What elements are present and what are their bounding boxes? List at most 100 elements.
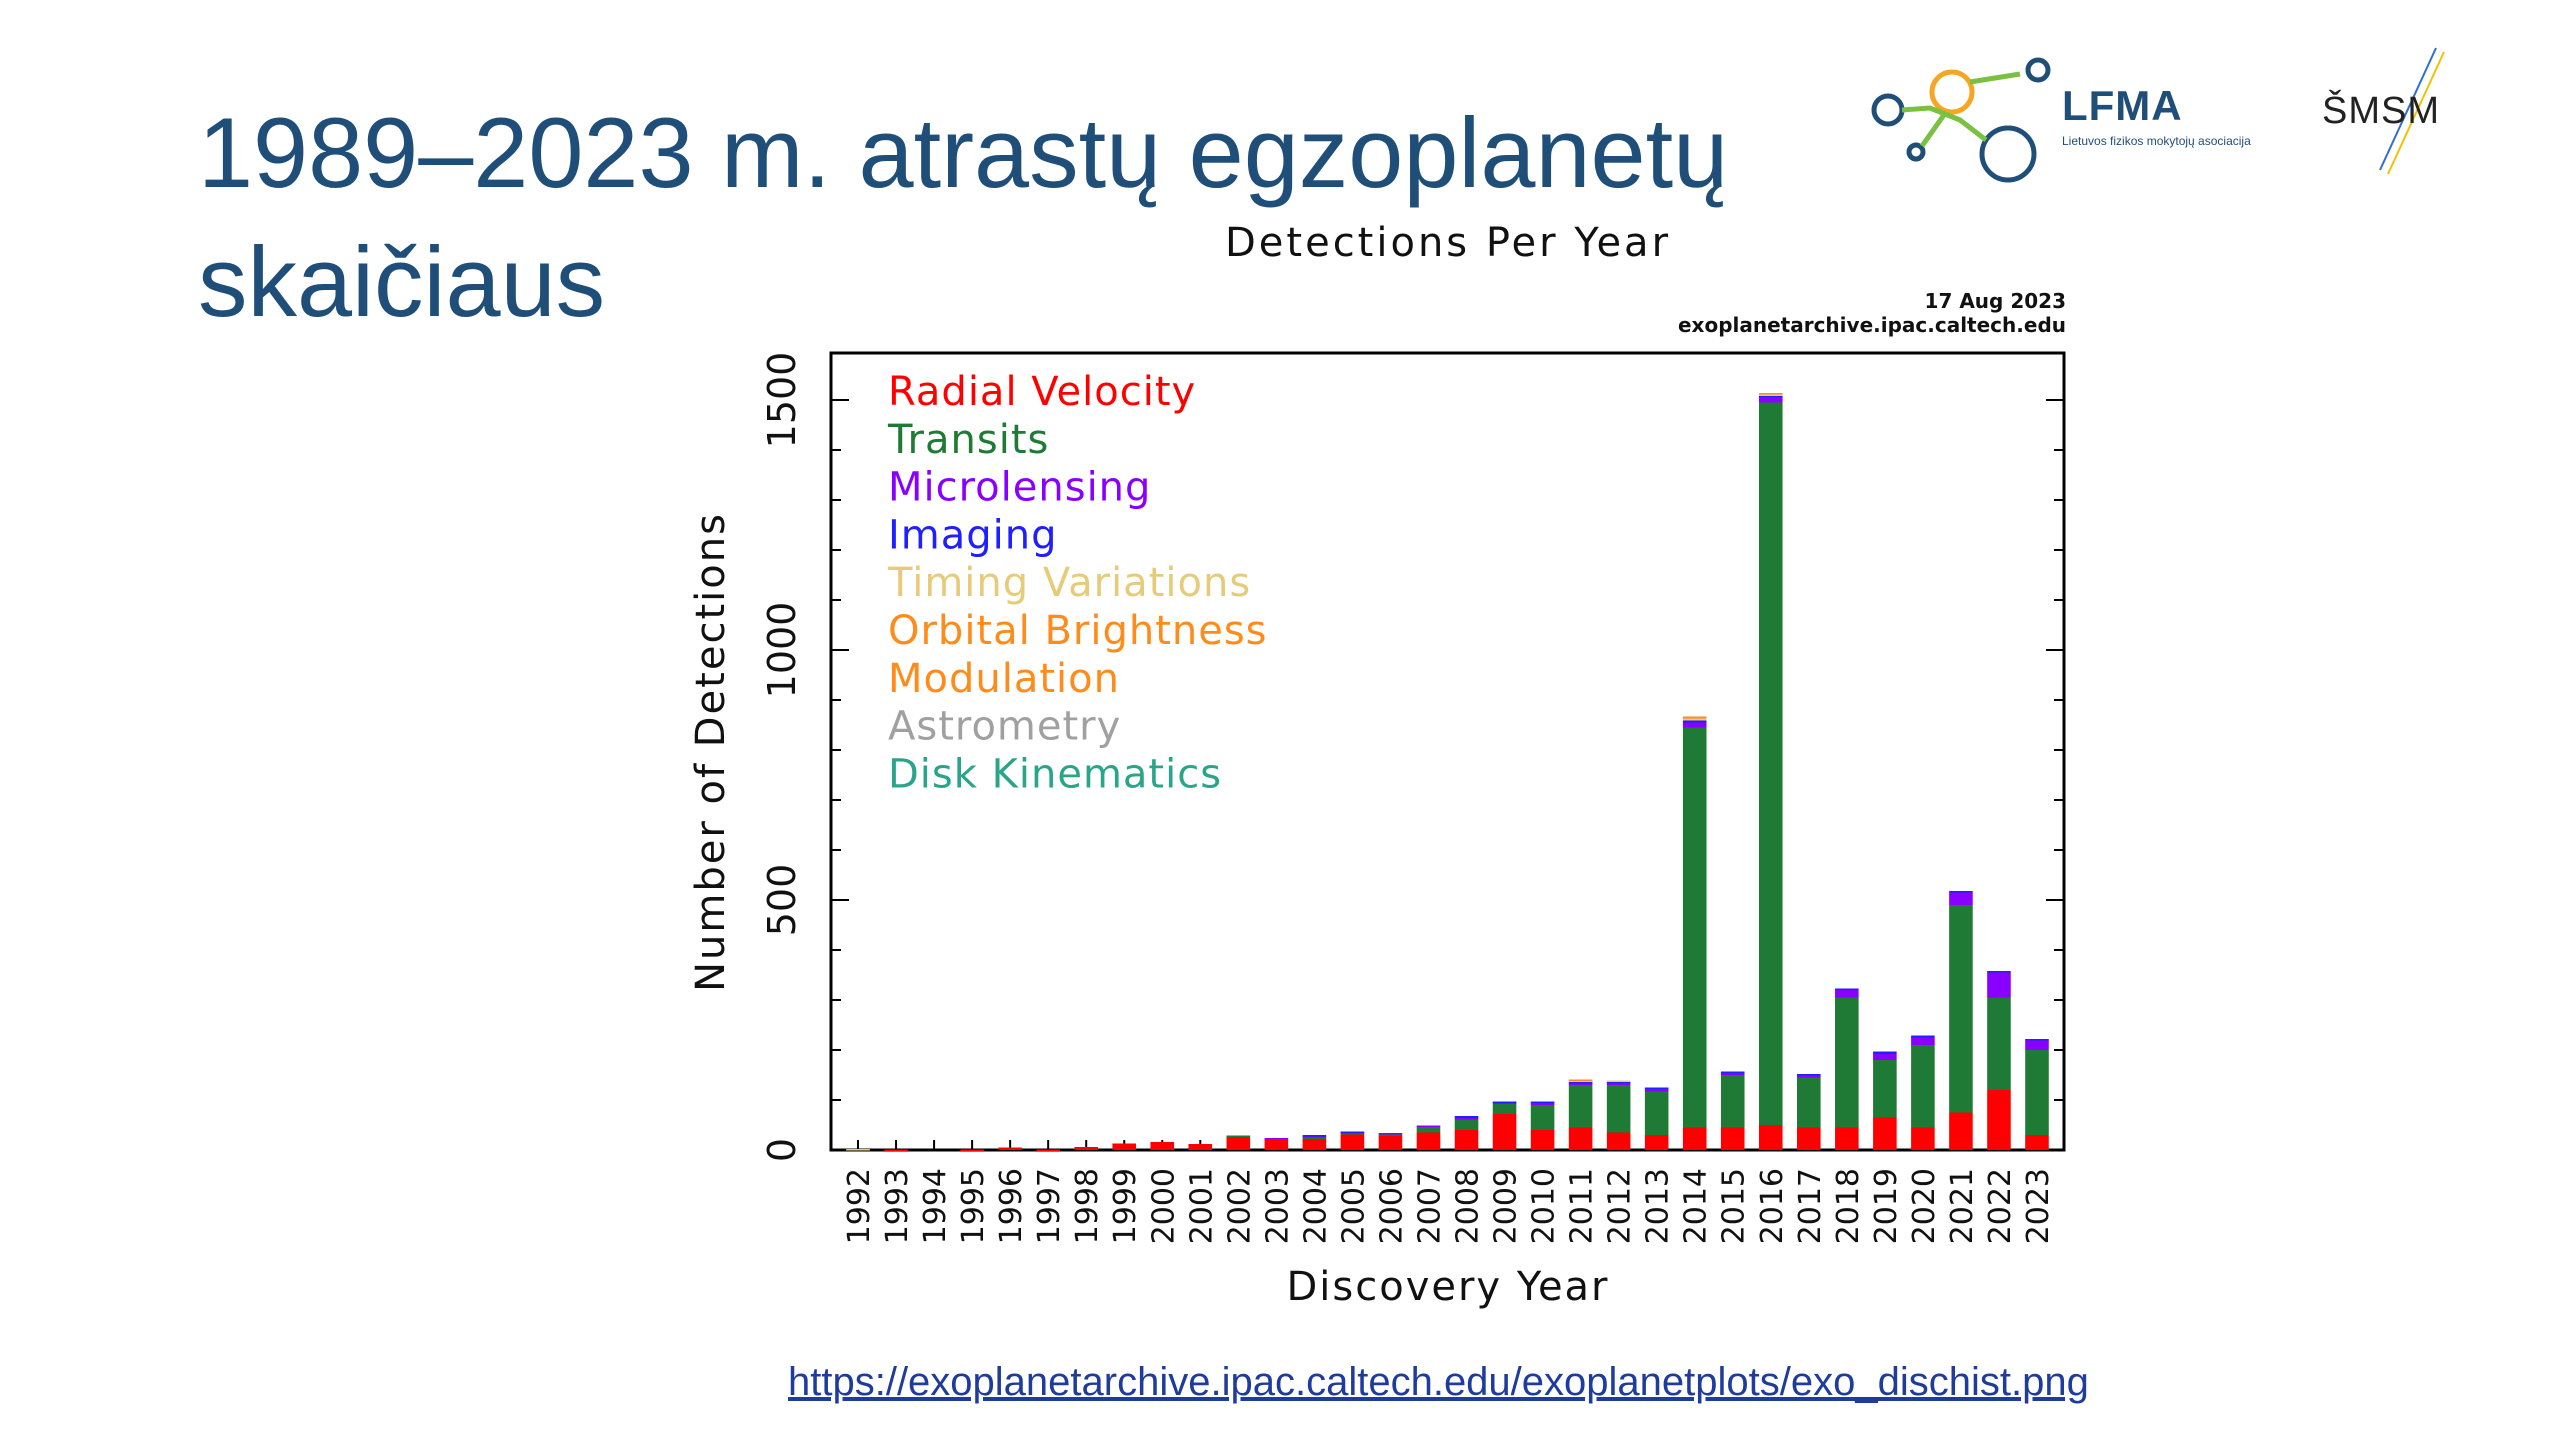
bar-segment xyxy=(1797,1077,1821,1128)
bar-segment xyxy=(1720,1072,1745,1075)
bar-segment xyxy=(1302,1135,1327,1137)
bar-segment xyxy=(1797,1074,1821,1076)
legend-entry: Radial Velocity xyxy=(888,369,1196,415)
bar-segment xyxy=(1226,1136,1251,1150)
x-tick-label: 2010 xyxy=(1527,1168,1562,1244)
bar-segment xyxy=(1340,1133,1365,1135)
bar-segment xyxy=(1074,1147,1098,1150)
legend-entry: Modulation xyxy=(888,656,1120,702)
bar-segment xyxy=(2025,1040,2049,1050)
bar-segment xyxy=(1492,1104,1517,1114)
bar-segment xyxy=(1644,1091,1669,1135)
bar-segment xyxy=(1378,1136,1403,1150)
legend-entry: Disk Kinematics xyxy=(888,751,1222,797)
x-tick-label: 2004 xyxy=(1298,1168,1333,1244)
bar-segment xyxy=(1568,1082,1593,1084)
bar-segment xyxy=(1568,1080,1593,1082)
bar-segment xyxy=(1606,1082,1631,1085)
legend-entry: Astrometry xyxy=(888,704,1121,750)
bar-segment xyxy=(998,1147,1022,1150)
smsm-logo-text: ŠMSM xyxy=(2322,90,2440,132)
y-tick-labels: 0 500 1000 1500 xyxy=(760,352,804,1162)
x-tick-label: 1993 xyxy=(880,1168,915,1244)
bar-segment xyxy=(1606,1085,1631,1133)
x-tick-label: 2022 xyxy=(1983,1168,2018,1244)
slide-title-line1: 1989–2023 m. atrastų egzoplanetų xyxy=(198,97,1729,208)
bar-segment xyxy=(1492,1101,1517,1103)
lfma-logo-ring-orange xyxy=(1929,69,1975,115)
x-tick-label: 2013 xyxy=(1641,1168,1676,1244)
bar-segment xyxy=(1682,720,1707,723)
bar-segment xyxy=(1758,393,1783,395)
x-tick-label: 2005 xyxy=(1336,1168,1371,1244)
bar-segment xyxy=(1416,1132,1441,1150)
lfma-logo-green-links xyxy=(1901,71,2021,148)
bar-segment xyxy=(1378,1134,1403,1136)
bar-segment xyxy=(1340,1131,1365,1133)
bar-segment xyxy=(1264,1138,1289,1140)
bar-segment xyxy=(1758,394,1783,396)
chart-source-label: exoplanetarchive.ipac.caltech.edu xyxy=(1678,313,2066,337)
y-tick-label: 1000 xyxy=(760,602,804,699)
bar-segment xyxy=(1036,1149,1060,1151)
y-tick-label: 1500 xyxy=(760,352,804,449)
bar-segment xyxy=(1682,727,1707,1128)
bar-segment xyxy=(1454,1118,1479,1120)
source-link[interactable]: https://exoplanetarchive.ipac.caltech.ed… xyxy=(788,1360,2089,1404)
lfma-logo-ring-big xyxy=(1979,125,2037,183)
x-tick-label: 2008 xyxy=(1451,1168,1486,1244)
bar-segment xyxy=(1682,1127,1707,1150)
bar-segment xyxy=(1949,891,1973,893)
x-tick-label: 1995 xyxy=(956,1168,991,1244)
x-tick-label: 1998 xyxy=(1070,1168,1105,1244)
bar-segment xyxy=(1797,1127,1821,1150)
x-tick-label: 1996 xyxy=(994,1168,1029,1244)
bar-segment xyxy=(1150,1142,1175,1150)
bar-segment xyxy=(1720,1075,1745,1128)
x-tick-label: 2015 xyxy=(1717,1168,1752,1244)
lfma-logo-ring-small xyxy=(1906,142,1926,162)
bar-segment xyxy=(1949,1112,1973,1150)
bar-segment xyxy=(1911,1127,1935,1150)
x-tick-label: 2009 xyxy=(1489,1168,1524,1244)
x-tick-label: 2006 xyxy=(1374,1168,1409,1244)
bar-segment xyxy=(1188,1144,1213,1150)
bar-segment xyxy=(1987,972,2011,998)
bar-segment xyxy=(1530,1130,1555,1150)
legend: Radial VelocityTransitsMicrolensingImagi… xyxy=(887,369,1268,797)
x-tick-label: 2016 xyxy=(1755,1168,1790,1244)
bar-segment xyxy=(1644,1087,1669,1089)
bar-segment xyxy=(1873,1051,1897,1054)
legend-entry: Microlensing xyxy=(888,465,1151,511)
legend-entry: Timing Variations xyxy=(887,560,1251,606)
bar-segment xyxy=(1682,722,1707,728)
lfma-logo-text: LFMA xyxy=(2062,82,2183,129)
bar-segment xyxy=(1911,1045,1935,1128)
legend-entry: Transits xyxy=(887,417,1049,463)
x-tick-label: 2021 xyxy=(1945,1168,1980,1244)
legend-entry: Orbital Brightness xyxy=(888,608,1268,654)
smsm-logo-line-blue xyxy=(2379,47,2437,171)
bar-segment xyxy=(1416,1126,1441,1133)
x-tick-label: 1997 xyxy=(1032,1168,1067,1244)
bar-segment xyxy=(1835,988,1859,990)
y-tick-label: 0 xyxy=(760,1138,804,1162)
bar-segment xyxy=(2025,1039,2049,1041)
slide-title: 1989–2023 m. atrastų egzoplanetų skaičia… xyxy=(198,88,1898,346)
x-tick-label: 1999 xyxy=(1108,1168,1143,1244)
bar-segment xyxy=(1530,1101,1555,1103)
legend-entry: Imaging xyxy=(888,512,1058,558)
bar-segment xyxy=(1873,1060,1897,1118)
bar-segment xyxy=(1454,1119,1479,1130)
bar-segment xyxy=(1949,892,1973,905)
x-tick-label: 2020 xyxy=(1907,1168,1942,1244)
bar-segment xyxy=(1606,1081,1631,1083)
bar-segment xyxy=(1454,1116,1479,1118)
bar-segment xyxy=(1682,716,1707,719)
bar-segment xyxy=(1835,990,1859,998)
bar-segment xyxy=(1987,997,2011,1090)
bar-segment xyxy=(1758,1125,1783,1150)
x-tick-label: 1994 xyxy=(918,1168,953,1244)
bar-segment xyxy=(1492,1114,1517,1150)
